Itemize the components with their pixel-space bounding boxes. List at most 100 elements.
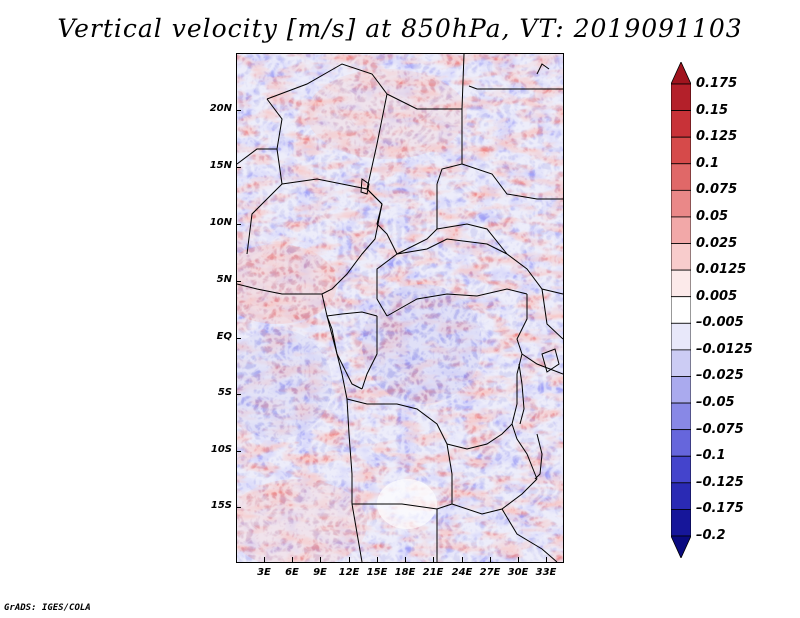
nile-delta-fragment: [536, 63, 550, 75]
border-uganda: [516, 294, 528, 355]
border-drc-angola: [346, 398, 448, 445]
border-chad-sudan: [436, 109, 463, 185]
lon-tick: [490, 557, 491, 562]
border-car-north: [396, 238, 508, 255]
border-chad-east: [396, 184, 438, 255]
border-benin: [276, 148, 283, 185]
coast-guinea: [237, 283, 322, 295]
colorbar-label: –0.075: [696, 421, 744, 437]
colorbar-top-arrow: [671, 62, 691, 85]
colorbar-bin: [671, 83, 691, 111]
lon-label-18e: 18E: [394, 567, 416, 578]
border-zimbabwe-mozambique: [501, 508, 558, 562]
lat-tick: [236, 224, 241, 225]
country-borders: [237, 54, 563, 562]
lon-tick: [349, 557, 350, 562]
colorbar-bin: [671, 376, 691, 404]
lon-label-15e: 15E: [366, 567, 388, 578]
border-sudan-car: [436, 223, 508, 255]
colorbar-label: –0.05: [696, 395, 735, 411]
colorbar-label: 0.175: [696, 76, 738, 91]
lon-label-30e: 30E: [507, 567, 529, 578]
lat-label-15n: 15N: [209, 160, 232, 171]
map-field: [237, 54, 563, 562]
colorbar-bin: [671, 509, 691, 537]
lat-tick: [236, 338, 241, 339]
lon-tick: [546, 557, 547, 562]
border-gabon-congo: [326, 315, 363, 390]
colorbar: [671, 62, 691, 558]
border-zambia-malawi: [511, 423, 538, 480]
colorbar-label: 0.125: [696, 129, 738, 145]
colorbar-label: 0.005: [696, 288, 738, 304]
colorbar-bin: [671, 269, 691, 298]
lon-label-9e: 9E: [313, 567, 327, 578]
colorbar-label: –0.2: [696, 528, 726, 543]
lon-tick: [292, 557, 293, 562]
colorbar-bin: [671, 322, 691, 351]
colorbar-bin: [671, 216, 691, 244]
lat-label-5n: 5N: [216, 274, 232, 285]
lon-label-27e: 27E: [479, 567, 501, 578]
colorbar-bin: [671, 163, 691, 191]
lake-tanganyika: [518, 363, 525, 425]
border-angola-zambia: [446, 443, 453, 504]
colorbar-label: 0.05: [696, 208, 729, 224]
lon-label-33e: 33E: [535, 567, 557, 578]
chart-title: Vertical velocity [m/s] at 850hPa, VT: 2…: [57, 14, 743, 43]
colorbar-label: 0.1: [696, 155, 720, 171]
colorbar-label: 0.15: [696, 102, 729, 118]
colorbar-bin: [671, 482, 691, 510]
colorbar-bin: [671, 296, 691, 324]
lon-label-6e: 6E: [285, 567, 299, 578]
lon-tick: [433, 557, 434, 562]
lon-label-24e: 24E: [451, 567, 473, 578]
colorbar-label: –0.175: [696, 501, 744, 517]
border-libya: [386, 54, 465, 110]
lon-tick: [462, 557, 463, 562]
colorbar-bin: [671, 243, 691, 271]
border-sudan-south: [461, 163, 563, 200]
colorbar-bin: [671, 402, 691, 431]
border-algeria-niger: [266, 63, 388, 100]
lat-tick: [236, 167, 241, 168]
lon-tick: [377, 557, 378, 562]
colorbar-bin: [671, 455, 691, 484]
lat-label-10s: 10S: [210, 444, 232, 455]
border-car-drc: [386, 288, 528, 317]
coast-west-africa: [326, 315, 363, 562]
lat-tick: [236, 110, 241, 111]
colorbar-label: –0.005: [696, 315, 744, 331]
colorbar-label: –0.025: [696, 368, 744, 384]
border-cameroon-car: [376, 253, 398, 317]
colorbar-label: –0.1: [696, 448, 726, 464]
colorbar-label: –0.0125: [696, 341, 753, 357]
lon-tick: [320, 557, 321, 562]
lat-tick: [236, 507, 241, 508]
colorbar-label: 0.075: [696, 182, 738, 198]
map-panel: [236, 53, 564, 563]
lat-tick: [236, 281, 241, 282]
border-drc-zambia: [446, 423, 513, 450]
border-south-sudan: [506, 253, 563, 295]
border-cameroon-gabon: [321, 293, 378, 317]
border-tanzania-north: [521, 353, 563, 375]
border-kenya: [541, 288, 563, 340]
lake-victoria: [541, 348, 560, 373]
border-egypt-sudan: [468, 85, 563, 90]
colorbar-label: 0.025: [696, 235, 738, 251]
lat-tick: [236, 451, 241, 452]
colorbar-label: 0.0125: [696, 262, 747, 278]
lon-label-3e: 3E: [257, 567, 271, 578]
footer-credit: GrADS: IGES/COLA: [4, 603, 91, 613]
border-benin-nigeria: [246, 183, 283, 255]
border-angola-namibia: [352, 503, 453, 510]
lat-tick: [236, 394, 241, 395]
lat-label-10n: 10N: [209, 217, 232, 228]
colorbar-bottom-arrow: [671, 535, 691, 558]
colorbar-bin: [671, 110, 691, 138]
colorbar-bin: [671, 189, 691, 218]
border-nigeria-cameroon: [321, 203, 383, 295]
lat-label-eq: EQ: [216, 331, 232, 342]
lon-tick: [264, 557, 265, 562]
